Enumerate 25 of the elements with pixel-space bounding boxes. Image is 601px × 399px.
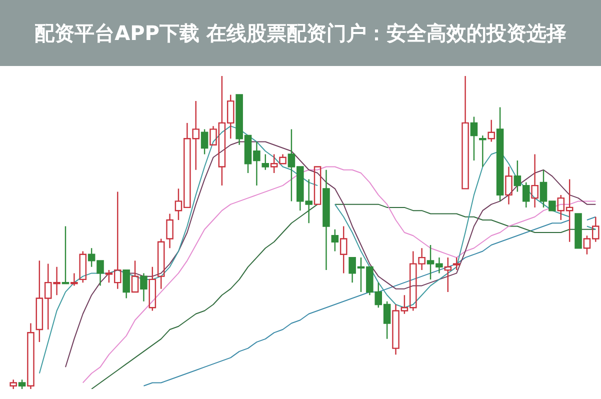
candlestick [505,166,512,205]
candlestick [157,238,165,290]
candlestick [340,226,348,274]
candlestick [479,134,486,168]
candlestick [131,260,139,293]
candlestick [531,154,538,208]
candlestick [331,228,339,252]
candlestick [488,119,495,142]
candlestick [27,322,34,390]
candlestick [148,266,156,312]
candlestick [140,272,148,302]
candlestick [122,269,130,299]
candlestick [444,256,452,293]
candlestick [462,75,469,190]
candlestick [496,106,504,202]
candlestick [10,379,17,390]
candlestick [70,272,78,286]
candlestick [166,213,174,249]
candlestick [262,154,270,170]
candlestick [452,256,460,271]
candlestick [322,169,330,271]
candlestick [200,128,208,155]
chart-title: 配资平台APP下载 在线股票配资门户：安全高效的投资选择 [0,0,601,66]
candlestick [470,116,478,162]
candlestick [62,226,70,284]
